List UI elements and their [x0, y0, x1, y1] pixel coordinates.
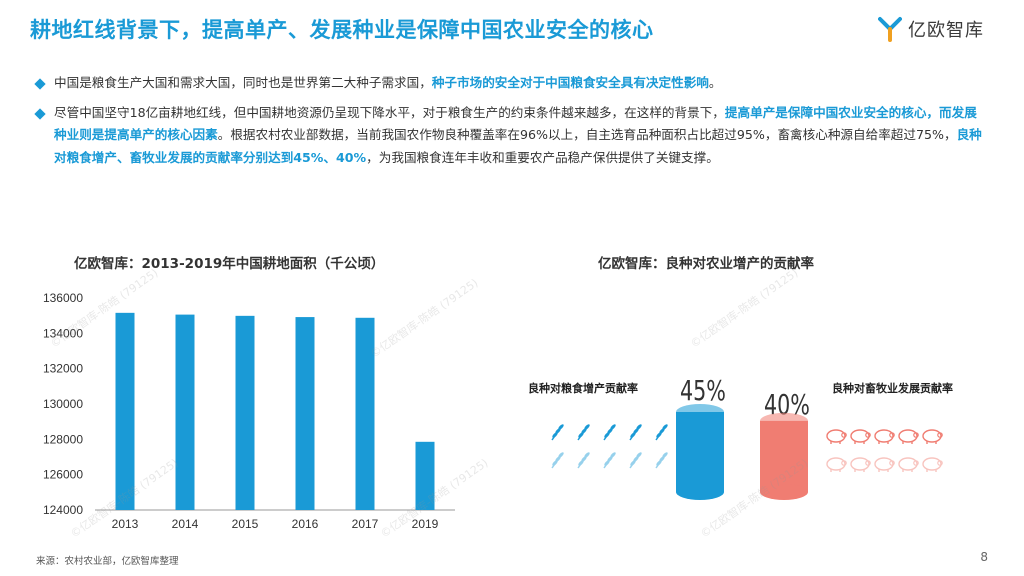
- logo: 亿欧智库: [878, 16, 984, 42]
- x-tick-label: 2019: [412, 517, 439, 531]
- x-tick-label: 2015: [232, 517, 259, 531]
- wheat-icon: [629, 452, 642, 469]
- logo-text: 亿欧智库: [908, 20, 984, 41]
- x-tick-label: 2014: [172, 517, 199, 531]
- y-tick-label: 128000: [43, 432, 83, 446]
- pig-icon: [826, 457, 847, 472]
- bullet-item: 中国是粮食生产大国和需求大国，同时也是世界第二大种子需求国，种子市场的安全对于中…: [34, 72, 986, 95]
- grain-pct-label: 45%: [680, 374, 726, 407]
- livestock-contribution-label: 良种对畜牧业发展贡献率: [832, 382, 953, 395]
- x-tick-label: 2013: [112, 517, 139, 531]
- y-tick-label: 130000: [43, 397, 83, 411]
- cylinder-base: [760, 484, 808, 500]
- pig-icon: [922, 429, 943, 444]
- wheat-icon: [577, 424, 590, 441]
- pig-icon: [850, 429, 871, 444]
- bullet-seg: 。: [708, 75, 722, 90]
- wheat-icon: [655, 452, 668, 469]
- pig-icon: [850, 457, 871, 472]
- wheat-icon: [551, 424, 564, 441]
- wheat-icon: [577, 452, 590, 469]
- bar: [115, 312, 135, 510]
- cylinder-top: [676, 404, 724, 420]
- chart-title-contribution: 亿欧智库：良种对农业增产的贡献率: [598, 256, 814, 272]
- cylinder-base: [676, 484, 724, 500]
- bullet-highlight: 种子市场的安全对于中国粮食安全具有决定性影响: [431, 75, 709, 90]
- wheat-icon: [629, 424, 642, 441]
- pig-icon: [826, 429, 847, 444]
- bar: [355, 317, 375, 510]
- bullet-seg: ，为我国粮食连年丰收和重要农产品稳产保供提供了关键支撑。: [366, 149, 719, 165]
- bullet-highlight: 良种对粮食增产、畜牧业发展的贡献率分别达到45%、40%: [54, 127, 982, 165]
- bullet-seg: 。根据农村农业部数据，当前我国农作物良种覆盖率在96%以上，自主选育品种面积占比…: [217, 127, 957, 142]
- bullet-item: 尽管中国坚守18亿亩耕地红线，但中国耕地资源仍呈现下降水平，对于粮食生产的约束条…: [34, 102, 986, 170]
- page-number: 8: [980, 550, 988, 564]
- wheat-icon: [603, 452, 616, 469]
- bullet-seg: 尽管中国坚守18亿亩耕地红线，但中国耕地资源仍呈现下降水平，对于粮食生产的约束条…: [54, 104, 725, 120]
- y-tick-label: 134000: [43, 326, 83, 340]
- wheat-icon: [603, 424, 616, 441]
- bar: [295, 317, 315, 510]
- source-note: 来源：农村农业部，亿欧智库整理: [36, 556, 179, 567]
- cylinder-body: [760, 420, 808, 492]
- cylinder-body: [676, 412, 724, 492]
- pig-icon: [874, 429, 895, 444]
- pig-icon: [874, 457, 895, 472]
- pig-icon: [898, 429, 919, 444]
- bullet-list: 中国是粮食生产大国和需求大国，同时也是世界第二大种子需求国，种子市场的安全对于中…: [34, 72, 986, 176]
- y-tick-label: 132000: [43, 362, 83, 376]
- bar: [175, 314, 195, 510]
- pig-icon: [898, 457, 919, 472]
- logo-icon: [878, 17, 902, 42]
- cylinder-top: [760, 412, 808, 429]
- page-title: 耕地红线背景下，提高单产、发展种业是保障中国农业安全的核心: [30, 18, 654, 42]
- y-tick-label: 126000: [43, 468, 83, 482]
- grain-contribution-label: 良种对粮食增产贡献率: [528, 382, 638, 395]
- x-tick-label: 2016: [292, 517, 319, 531]
- bullet-seg: 中国是粮食生产大国和需求大国，同时也是世界第二大种子需求国，: [54, 75, 432, 90]
- wheat-icon: [655, 424, 668, 441]
- x-tick-label: 2017: [352, 517, 379, 531]
- pig-icon: [922, 457, 943, 472]
- wheat-icon: [551, 452, 564, 469]
- chart-title-farmland: 亿欧智库：2013-2019年中国耕地面积（千公顷）: [74, 256, 385, 272]
- bar: [235, 315, 255, 510]
- bullet-highlight: 提高单产是保障中国农业安全的核心，而发展种业则是提高单产的核心因素: [54, 104, 977, 143]
- bar: [415, 441, 435, 510]
- y-tick-label: 136000: [43, 291, 83, 305]
- y-tick-label: 124000: [43, 503, 83, 517]
